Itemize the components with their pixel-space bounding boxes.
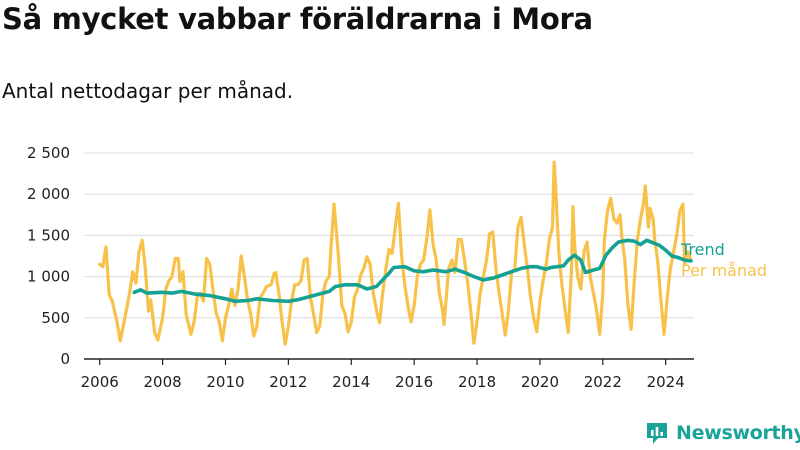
- y-tick-label: 2 500: [27, 144, 70, 162]
- monthly-line: [98, 160, 693, 346]
- series-lines: [98, 160, 693, 346]
- x-tick-label: 2008: [144, 373, 182, 391]
- newsworthy-logo-icon: [647, 423, 667, 444]
- x-tick-label: 2010: [206, 373, 244, 391]
- x-tick-label: 2022: [584, 373, 622, 391]
- legend: Trend Per månad: [680, 240, 767, 280]
- x-tick-label: 2012: [269, 373, 307, 391]
- legend-label-trend: Trend: [680, 240, 725, 259]
- x-tick-label: 2024: [647, 373, 685, 391]
- brand-name: Newsworthy: [676, 422, 800, 444]
- y-tick-label: 2 000: [27, 185, 70, 203]
- x-tick-label: 2014: [332, 373, 370, 391]
- brand-logo: Newsworthy: [644, 419, 800, 447]
- y-tick-label: 500: [41, 309, 70, 327]
- x-tick-label: 2018: [458, 373, 496, 391]
- y-tick-label: 0: [60, 350, 70, 368]
- trend-line: [132, 238, 693, 304]
- legend-label-monthly: Per månad: [681, 261, 767, 280]
- y-tick-label: 1 000: [27, 268, 70, 286]
- y-axis-ticks: 0 500 1 000 1 500 2 000 2 500: [27, 144, 70, 368]
- y-tick-label: 1 500: [27, 226, 70, 244]
- chart-title: Så mycket vabbar föräldrarna i Mora: [2, 2, 593, 36]
- x-axis: 2006 2008 2010 2012 2014 2016 2018 2020 2022 2024: [81, 358, 694, 391]
- x-tick-label: 2020: [521, 373, 559, 391]
- chart-subtitle: Antal nettodagar per månad.: [2, 79, 294, 103]
- x-tick-label: 2006: [81, 373, 119, 391]
- x-tick-label: 2016: [395, 373, 433, 391]
- chart: 0 500 1 000 1 500 2 000 2 500 2006 2008 2010 201…: [27, 144, 767, 391]
